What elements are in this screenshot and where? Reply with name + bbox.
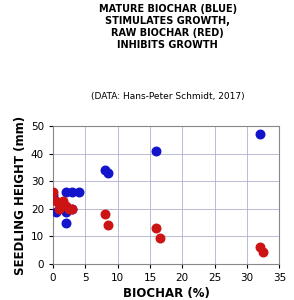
Point [51,193,55,197]
X-axis label: BIOCHAR (%): BIOCHAR (%) [123,287,210,300]
Point [106,223,110,228]
Point [154,226,159,230]
Y-axis label: SEEDLING HEIGHT (mm): SEEDLING HEIGHT (mm) [14,116,26,274]
Text: MATURE BIOCHAR (BLUE)
STIMULATES GROWTH,
RAW BIOCHAR (RED)
INHIBITS GROWTH: MATURE BIOCHAR (BLUE) STIMULATES GROWTH,… [98,4,237,50]
Point [51,190,55,195]
Point [60,206,65,211]
Point [76,190,81,195]
Point [102,212,107,217]
Point [64,209,68,214]
Point [54,198,59,203]
Point [258,245,262,250]
Point [64,220,68,225]
Point [57,206,62,211]
Point [64,204,68,208]
Point [70,190,75,195]
Point [54,209,59,214]
Point [60,198,65,203]
Text: (DATA: Hans-Peter Schmidt, 2017): (DATA: Hans-Peter Schmidt, 2017) [91,92,244,100]
Point [67,206,71,211]
Point [57,206,62,211]
Point [70,206,75,211]
Point [157,236,162,240]
Point [154,148,159,153]
Point [261,249,265,254]
Point [258,132,262,137]
Point [70,206,75,211]
Point [102,168,107,172]
Point [106,170,110,175]
Point [64,190,68,195]
